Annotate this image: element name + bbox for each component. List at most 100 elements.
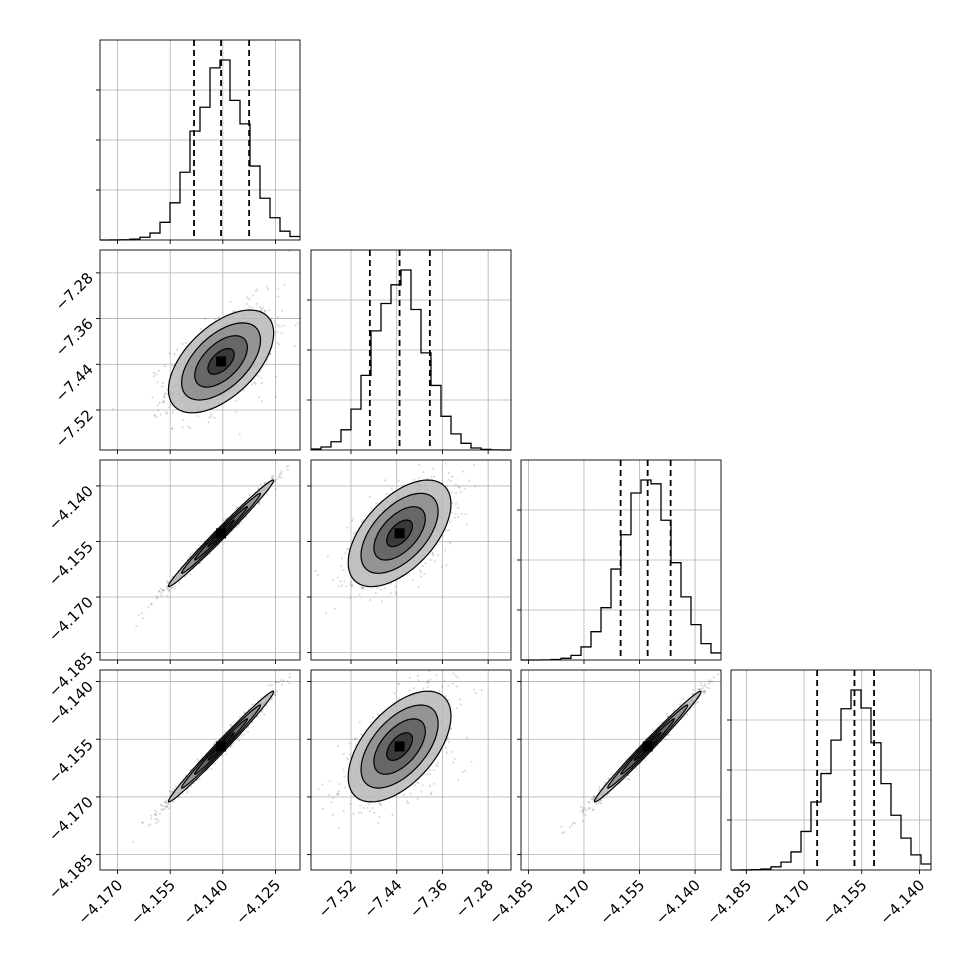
sample-point	[265, 704, 268, 707]
sample-point	[368, 495, 371, 499]
sample-point	[245, 302, 248, 306]
sample-point	[381, 600, 384, 603]
sample-point	[153, 414, 156, 417]
sample-point	[422, 687, 425, 690]
sample-point	[426, 773, 429, 776]
sample-point	[424, 562, 427, 565]
sample-point	[408, 676, 411, 680]
sample-point	[163, 365, 166, 368]
sample-point	[263, 482, 266, 485]
sample-point	[673, 709, 676, 712]
sample-point	[418, 463, 421, 467]
sample-point	[361, 587, 364, 590]
sample-point	[263, 310, 267, 313]
sample-point	[171, 586, 174, 589]
scatter-panel-2-0	[96, 446, 306, 664]
sample-point	[260, 382, 263, 385]
density-layer	[314, 460, 477, 615]
contour-line	[194, 335, 249, 388]
sample-point	[369, 598, 372, 602]
sample-point	[453, 757, 456, 760]
sample-point	[252, 294, 255, 297]
sample-point	[350, 580, 353, 583]
sample-point	[157, 820, 160, 823]
sample-point	[383, 587, 386, 590]
axes-frame	[310, 459, 512, 661]
sample-point	[213, 741, 216, 744]
sample-point	[165, 805, 168, 809]
sample-point	[445, 564, 448, 567]
sample-point	[444, 462, 447, 465]
sample-point	[406, 800, 409, 803]
sample-point	[461, 470, 464, 473]
sample-point	[360, 585, 363, 589]
sample-point	[472, 688, 476, 691]
sample-point	[463, 487, 466, 490]
sample-point	[431, 552, 434, 556]
sample-point	[174, 785, 177, 788]
sample-point	[454, 512, 457, 516]
sample-point	[454, 502, 458, 505]
sample-point	[278, 476, 281, 479]
sample-point	[283, 283, 286, 286]
sample-point	[155, 373, 158, 376]
sample-point	[163, 399, 166, 402]
histogram-line	[100, 59, 300, 241]
sample-point	[151, 396, 154, 399]
sample-point	[328, 794, 331, 797]
sample-point	[445, 751, 448, 754]
sample-point	[428, 773, 431, 776]
contour-line	[207, 732, 235, 762]
sample-point	[153, 813, 156, 816]
sample-point	[398, 683, 401, 686]
sample-point	[707, 683, 711, 686]
sample-point	[349, 802, 352, 805]
sample-point	[168, 406, 171, 409]
sample-point	[280, 476, 283, 479]
contour-line	[386, 519, 413, 548]
sample-point	[172, 788, 176, 791]
sample-point	[444, 549, 447, 552]
sample-point	[348, 753, 352, 756]
sample-point	[451, 475, 454, 478]
sample-point	[459, 703, 462, 706]
contour-line	[194, 718, 249, 775]
sample-point	[154, 809, 157, 812]
sample-point	[370, 507, 373, 510]
sample-point	[328, 780, 331, 783]
sample-point	[140, 821, 144, 824]
sample-point	[337, 790, 340, 793]
sample-point	[248, 305, 251, 308]
sample-point	[166, 595, 169, 598]
sample-point	[157, 369, 160, 372]
sample-point	[229, 745, 232, 748]
sample-point	[334, 607, 337, 610]
sample-point	[347, 758, 350, 761]
sample-point	[161, 385, 164, 388]
sample-point	[324, 612, 328, 615]
sample-point	[436, 762, 439, 765]
sample-point	[157, 590, 161, 593]
sample-point	[351, 584, 354, 587]
sample-point	[167, 590, 170, 593]
sample-point	[171, 790, 174, 793]
contour-line	[207, 348, 235, 375]
sample-point	[331, 813, 334, 816]
sample-point	[665, 712, 669, 716]
sample-point	[426, 679, 430, 683]
sample-point	[270, 684, 273, 687]
sample-point	[696, 701, 699, 704]
sample-point	[161, 588, 164, 592]
sample-point	[269, 352, 272, 356]
sample-point	[391, 814, 394, 817]
sample-point	[304, 446, 306, 448]
sample-point	[208, 416, 211, 419]
scatter-panel-3-0	[96, 669, 301, 874]
sample-point	[457, 515, 460, 518]
sample-point	[431, 551, 434, 554]
sample-point	[210, 413, 213, 416]
sample-point	[389, 592, 393, 595]
sample-point	[343, 775, 346, 778]
sample-point	[423, 572, 426, 576]
sample-point	[294, 344, 297, 347]
